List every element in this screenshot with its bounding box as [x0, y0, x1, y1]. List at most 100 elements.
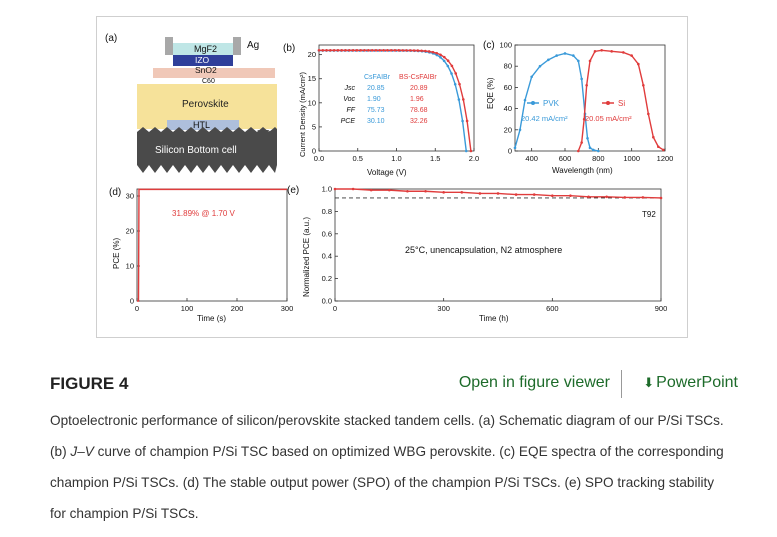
y-tick-label: 0: [130, 297, 134, 306]
x-tick-label: 800: [592, 154, 605, 163]
jv-curve-bs-csfaibr-point: [454, 72, 458, 75]
jv-curve-bs-csfaibr-point: [363, 49, 366, 52]
jv-curve-csfaibr-point: [439, 56, 442, 59]
x-tick-label: 600: [559, 154, 572, 163]
jv-curve-bs-csfaibr-point: [344, 49, 347, 52]
jv-curve-bs-csfaibr-point: [355, 49, 359, 52]
eqe-curve-si-point: [582, 117, 586, 121]
eqe-curve-si-point: [622, 51, 625, 54]
table-row-label: Voc: [343, 96, 355, 103]
panel-e-xlabel: Time (h): [479, 314, 509, 323]
eqe-curve-si-point: [580, 141, 583, 144]
caption-part-jv: J–V: [70, 444, 94, 459]
powerpoint-link[interactable]: ⬇ PowerPoint: [643, 374, 738, 392]
x-tick-label: 1200: [657, 154, 674, 163]
eqe-curve-si-point: [585, 83, 588, 87]
download-icon: ⬇: [643, 375, 655, 390]
layer-perovskite: [137, 84, 277, 122]
jv-curve-bs-csfaibr-point: [348, 49, 351, 52]
layer-label-sno2: SnO2: [195, 65, 217, 75]
jv-curve-csfaibr-point: [446, 64, 450, 68]
y-tick-label: 30: [126, 192, 134, 201]
jv-curve-bs-csfaibr-point: [359, 49, 363, 52]
table-cell-bs-csfaibr: 1.96: [410, 96, 424, 103]
eqe-curve-si-point: [642, 83, 645, 87]
eqe-curve-si-point: [647, 112, 650, 116]
layer-label-perovskite: Perovskite: [182, 99, 229, 110]
x-tick-label: 900: [655, 304, 668, 313]
jv-curve-csfaibr-point: [457, 98, 461, 101]
x-tick-label: 0: [135, 304, 139, 313]
jv-curve-bs-csfaibr-point: [401, 49, 404, 52]
panel-d: (d) 0 100 200 300 0 10 20 30 31.89% @ 1.70 V Ti…: [109, 187, 293, 323]
jv-curve-csfaibr-point: [450, 72, 453, 75]
eqe-curve-si: [577, 49, 664, 152]
figure-image[interactable]: (a) Ag MgF2 IZO SnO2 C60 Perovskite HTL …: [96, 16, 688, 338]
eqe-curve-si-point: [630, 54, 633, 57]
eqe-curve-si-point: [577, 149, 580, 153]
panel-d-label: (d): [109, 187, 121, 198]
eqe-curve-pvk-point: [563, 52, 567, 55]
layer-izo: [173, 55, 233, 66]
caption-header: FIGURE 4 Open in figure viewer ⬇ PowerPoi…: [50, 370, 740, 398]
jv-curve-csfaibr-point: [442, 59, 446, 63]
panel-a-label: (a): [105, 33, 117, 44]
layer-htl: [167, 120, 239, 130]
y-tick-label: 0.2: [322, 274, 332, 283]
panel-b-label: (b): [283, 43, 295, 54]
jv-curve-bs-csfaibr-point: [405, 49, 408, 52]
x-tick-label: 600: [546, 304, 559, 313]
jv-curve-bs-csfaibr-point: [367, 49, 370, 52]
y-tick-label: 15: [308, 74, 316, 83]
tracking-curve-point: [442, 191, 445, 194]
jv-curve-bs-csfaibr-point: [435, 51, 439, 55]
panel-e-ylabel: Normalized PCE (a.u.): [302, 217, 311, 297]
eqe-curve-si-point: [593, 50, 597, 53]
layer-sno2: [153, 68, 275, 78]
eqe-curve-si-point: [657, 145, 660, 149]
x-tick-label: 300: [281, 304, 294, 313]
ag-electrode-left: [165, 37, 173, 55]
table-cell-bs-csfaibr: 20.89: [410, 85, 428, 92]
y-tick-label: 0: [312, 147, 316, 156]
caption-part-1: Optoelectronic performance of silicon/pe…: [50, 413, 724, 459]
eqe-curve-pvk-point: [518, 128, 522, 132]
tracking-curve-point: [388, 188, 391, 192]
layer-label-mgf2: MgF2: [194, 44, 217, 54]
jv-curve-bs-csfaibr-point: [325, 49, 328, 52]
jv-curve-bs-csfaibr-point: [336, 49, 340, 52]
panel-a: (a) Ag MgF2 IZO SnO2 C60 Perovskite HTL …: [105, 33, 277, 173]
layer-mgf2: [173, 43, 233, 55]
tracking-curve-point: [496, 192, 500, 195]
y-tick-label: 10: [308, 98, 316, 107]
tracking-curve-point: [551, 194, 554, 198]
eqe-curve-pvk-point: [592, 148, 595, 152]
layer-label-silicon: Silicon Bottom cell: [155, 145, 237, 156]
x-tick-label: 400: [525, 154, 538, 163]
eqe-curve-pvk-point: [555, 54, 558, 57]
table-header-csfaibr: CsFAIBr: [364, 74, 391, 81]
panel-c-frame: [514, 44, 666, 152]
jv-curve-bs-csfaibr-point: [351, 49, 355, 52]
jv-curve-bs-csfaibr-point: [412, 49, 416, 52]
layer-label-izo: IZO: [195, 55, 210, 65]
jv-curve-bs-csfaibr-point: [332, 49, 336, 52]
table-cell-bs-csfaibr: 78.68: [410, 107, 428, 114]
tracking-curve-point: [605, 195, 608, 199]
table-row-label: Jsc: [344, 85, 356, 92]
layer-label-htl: HTL: [193, 120, 210, 130]
jv-curve-bs-csfaibr-point: [317, 49, 321, 52]
jv-curve-bs-csfaibr-point: [408, 49, 412, 52]
eqe-curve-pvk-point: [588, 146, 592, 150]
jv-curve-bs-csfaibr-point: [389, 49, 393, 52]
panel-c-xlabel: Wavelength (nm): [552, 166, 613, 175]
eqe-curve-pvk-point: [513, 146, 517, 150]
eqe-curve-pvk-point: [577, 59, 580, 63]
jv-curve-bs-csfaibr-point: [469, 149, 473, 153]
spo-curve: [137, 188, 287, 302]
x-tick-label: 1.5: [430, 154, 440, 163]
y-tick-label: 1.0: [322, 185, 332, 194]
annotation-pvk: 20.42 mA/cm²: [521, 114, 568, 123]
open-figure-viewer-link[interactable]: Open in figure viewer: [458, 374, 610, 391]
panel-e-frame: [334, 188, 662, 302]
